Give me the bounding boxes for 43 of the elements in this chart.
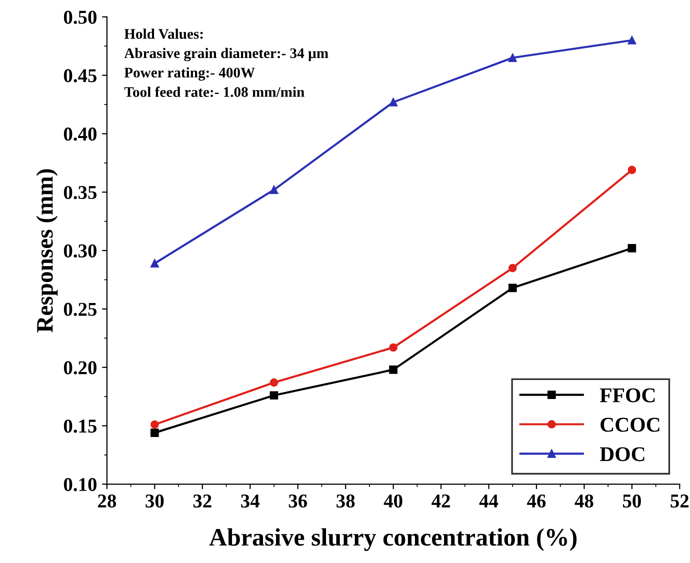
point — [270, 186, 278, 194]
point — [628, 36, 636, 44]
legend-label: FFOC — [600, 388, 655, 402]
x-tick-label: 40 — [384, 494, 402, 508]
point — [628, 244, 636, 252]
y-tick-label: 0.20 — [64, 361, 96, 374]
point — [508, 54, 517, 62]
point — [628, 166, 636, 174]
x-tick-label: 52 — [670, 494, 689, 508]
annotation: Hold Values: Abrasive grain diameter:- 34 µm Power rating:- 400W Tool feed rate:- 1.08 mm/min — [124, 28, 328, 98]
point — [150, 420, 159, 429]
point — [389, 98, 398, 106]
x-tick-label: 30 — [146, 494, 164, 508]
point — [150, 428, 159, 437]
y-tick-label: 0.15 — [64, 420, 97, 433]
point — [389, 343, 398, 352]
x-tick-label: 44 — [479, 494, 498, 508]
x-tick-label: 46 — [527, 494, 546, 508]
x-tick-label: 50 — [622, 494, 641, 508]
x-tick-label: 28 — [98, 494, 116, 508]
y-tick-label: 0.45 — [64, 69, 97, 82]
point — [150, 259, 159, 268]
x-axis-title: Abrasive slurry concentration (%) — [209, 528, 577, 551]
point — [270, 378, 278, 387]
point — [508, 284, 517, 292]
x-tick-label: 42 — [432, 494, 450, 508]
y-tick-label: 0.10 — [64, 478, 96, 492]
x-tick-label: 38 — [336, 494, 355, 508]
y-axis-title: Responses (mm) — [36, 169, 58, 332]
point — [270, 391, 278, 400]
x-tick-label: 48 — [574, 494, 594, 508]
y-tick-label: 0.25 — [64, 302, 97, 316]
y-tick-label: 0.50 — [64, 10, 96, 24]
point — [508, 264, 517, 272]
y-tick-label: 0.40 — [64, 128, 96, 141]
point — [389, 366, 398, 374]
y-tick-label: 0.30 — [64, 244, 96, 258]
x-tick-label: 36 — [288, 494, 308, 508]
x-tick-label: 34 — [241, 494, 260, 508]
legend-label: CCOC — [600, 418, 660, 432]
y-tick-label: 0.35 — [64, 186, 97, 200]
legend-label: DOC — [600, 447, 644, 462]
x-tick-label: 32 — [193, 494, 212, 508]
